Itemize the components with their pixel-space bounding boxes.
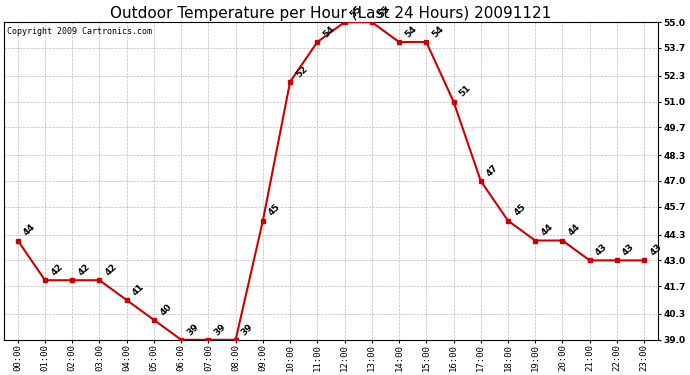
Text: 43: 43 (621, 242, 636, 258)
Text: 44: 44 (22, 222, 37, 238)
Text: 44: 44 (566, 222, 582, 238)
Text: Copyright 2009 Cartronics.com: Copyright 2009 Cartronics.com (8, 27, 152, 36)
Text: 55: 55 (376, 4, 391, 20)
Text: 47: 47 (485, 163, 500, 178)
Text: 54: 54 (431, 24, 446, 39)
Text: 43: 43 (594, 242, 609, 258)
Text: 52: 52 (295, 64, 310, 79)
Text: 44: 44 (540, 222, 555, 238)
Title: Outdoor Temperature per Hour (Last 24 Hours) 20091121: Outdoor Temperature per Hour (Last 24 Ho… (110, 6, 551, 21)
Text: 43: 43 (649, 242, 664, 258)
Text: 54: 54 (403, 24, 419, 39)
Text: 45: 45 (267, 202, 282, 218)
Text: 42: 42 (104, 262, 119, 278)
Text: 54: 54 (322, 24, 337, 39)
Text: 55: 55 (348, 4, 364, 20)
Text: 40: 40 (158, 302, 173, 317)
Text: 51: 51 (457, 84, 473, 99)
Text: 42: 42 (49, 262, 64, 278)
Text: 45: 45 (512, 202, 527, 218)
Text: 42: 42 (77, 262, 92, 278)
Text: 39: 39 (240, 322, 255, 337)
Text: 39: 39 (186, 322, 201, 337)
Text: 41: 41 (131, 282, 146, 297)
Text: 39: 39 (213, 322, 228, 337)
